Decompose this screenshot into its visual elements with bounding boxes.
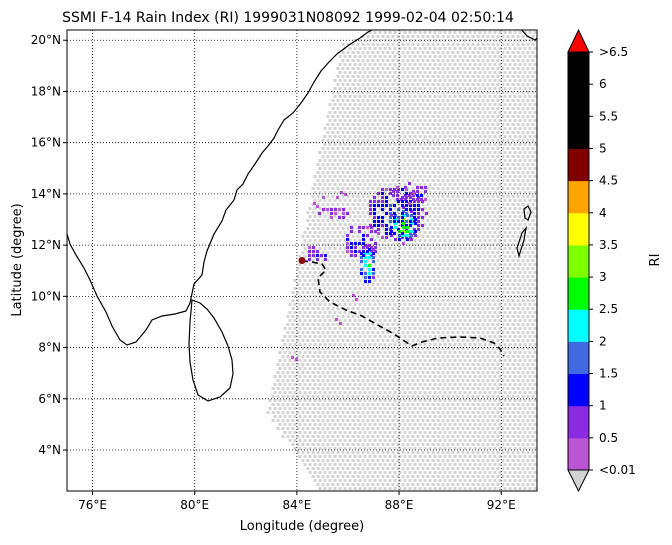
colorbar-tick-label: 0.5	[599, 431, 618, 445]
swath-no-rain-pixels	[266, 31, 537, 490]
colorbar-tick-label: 5.5	[599, 109, 618, 123]
x-tick-label: 80°E	[180, 498, 209, 512]
india-coastline	[67, 30, 373, 346]
y-tick-label: 16°N	[31, 136, 61, 150]
andaman-island	[523, 205, 532, 221]
latitude-ticks: 4°N 6°N 8°N 10°N 12°N 14°N 16°N 18°N 20°N	[31, 33, 67, 457]
colorbar-segment	[568, 212, 589, 246]
y-tick-label: 4°N	[38, 443, 61, 457]
colorbar-segment	[568, 52, 589, 85]
y-tick-label: 12°N	[31, 238, 61, 252]
x-tick-label: 84°E	[282, 498, 311, 512]
colorbar-segment	[568, 437, 589, 471]
colorbar-tick-label: >6.5	[599, 45, 628, 59]
x-axis-label: Longitude (degree)	[240, 519, 365, 534]
colorbar-segment	[568, 277, 589, 310]
colorbar-segment	[568, 244, 589, 278]
colorbar-tick-label: 3.5	[599, 238, 618, 252]
rain-pixel-group	[364, 214, 413, 275]
longitude-ticks: 76°E 80°E 84°E 88°E 92°E	[78, 491, 516, 512]
colorbar-segment	[568, 373, 589, 407]
colorbar-tick-label: 4.5	[599, 174, 618, 188]
storm-track	[298, 257, 505, 357]
y-tick-label: 18°N	[31, 84, 61, 98]
y-axis-label: Latitude (degree)	[10, 203, 25, 316]
colorbar-tick-label: 3	[599, 270, 607, 284]
y-tick-label: 14°N	[31, 187, 61, 201]
y-tick-label: 6°N	[38, 392, 61, 406]
x-tick-label: 92°E	[487, 498, 516, 512]
colorbar-tick-label: <0.01	[599, 463, 636, 477]
colorbar-tick-label: 2.5	[599, 302, 618, 316]
x-tick-label: 88°E	[385, 498, 414, 512]
x-tick-label: 76°E	[78, 498, 107, 512]
storm-position-marker	[298, 257, 306, 264]
colorbar-over-arrow	[567, 28, 590, 53]
colorbar-segment	[568, 116, 589, 149]
rain-pixel-group	[308, 182, 428, 279]
colorbar-segment	[568, 309, 589, 342]
andaman-island	[516, 225, 527, 259]
colorbar-segment	[568, 180, 589, 214]
colorbar-tick-label: 2	[599, 334, 607, 348]
colorbar-tick-label: 1	[599, 399, 607, 413]
y-tick-label: 20°N	[31, 33, 61, 47]
map-title: SSMI F-14 Rain Index (RI) 1999031N08092 …	[62, 10, 514, 26]
colorbar-tick-label: 5	[599, 141, 607, 155]
rain-pixels	[291, 182, 428, 361]
colorbar-label: RI	[648, 254, 663, 267]
map-frame	[66, 29, 538, 492]
coastline-fragment	[520, 30, 537, 41]
y-tick-label: 8°N	[38, 341, 61, 355]
map-plot: 76°E 80°E 84°E 88°E 92°E 4°N 6°N 8°N 10°N 12°N 14…	[31, 29, 538, 512]
sri-lanka-coastline	[188, 299, 234, 402]
colorbar-segment	[568, 405, 589, 439]
rain-pixel-group	[368, 222, 409, 267]
colorbar-tick-label: 4	[599, 206, 607, 220]
colorbar-tick-label: 6	[599, 77, 607, 91]
colorbar-segment	[568, 148, 589, 182]
graticule	[67, 30, 537, 491]
coastline	[67, 30, 537, 402]
colorbar-tick-label: 1.5	[599, 367, 618, 381]
colorbar-under-arrow	[567, 469, 590, 493]
colorbar-segment	[568, 84, 589, 117]
no-rain-pixel-grid	[266, 31, 537, 490]
y-tick-label: 10°N	[31, 289, 61, 303]
colorbar-frame	[567, 51, 590, 471]
rain-pixel-group	[360, 204, 413, 279]
colorbar: <0.01 0.5 1 1.5 2 2.5 3 3.5 4 4.5 5 5.5 6 >6.5	[567, 28, 636, 493]
colorbar-segment	[568, 341, 589, 375]
